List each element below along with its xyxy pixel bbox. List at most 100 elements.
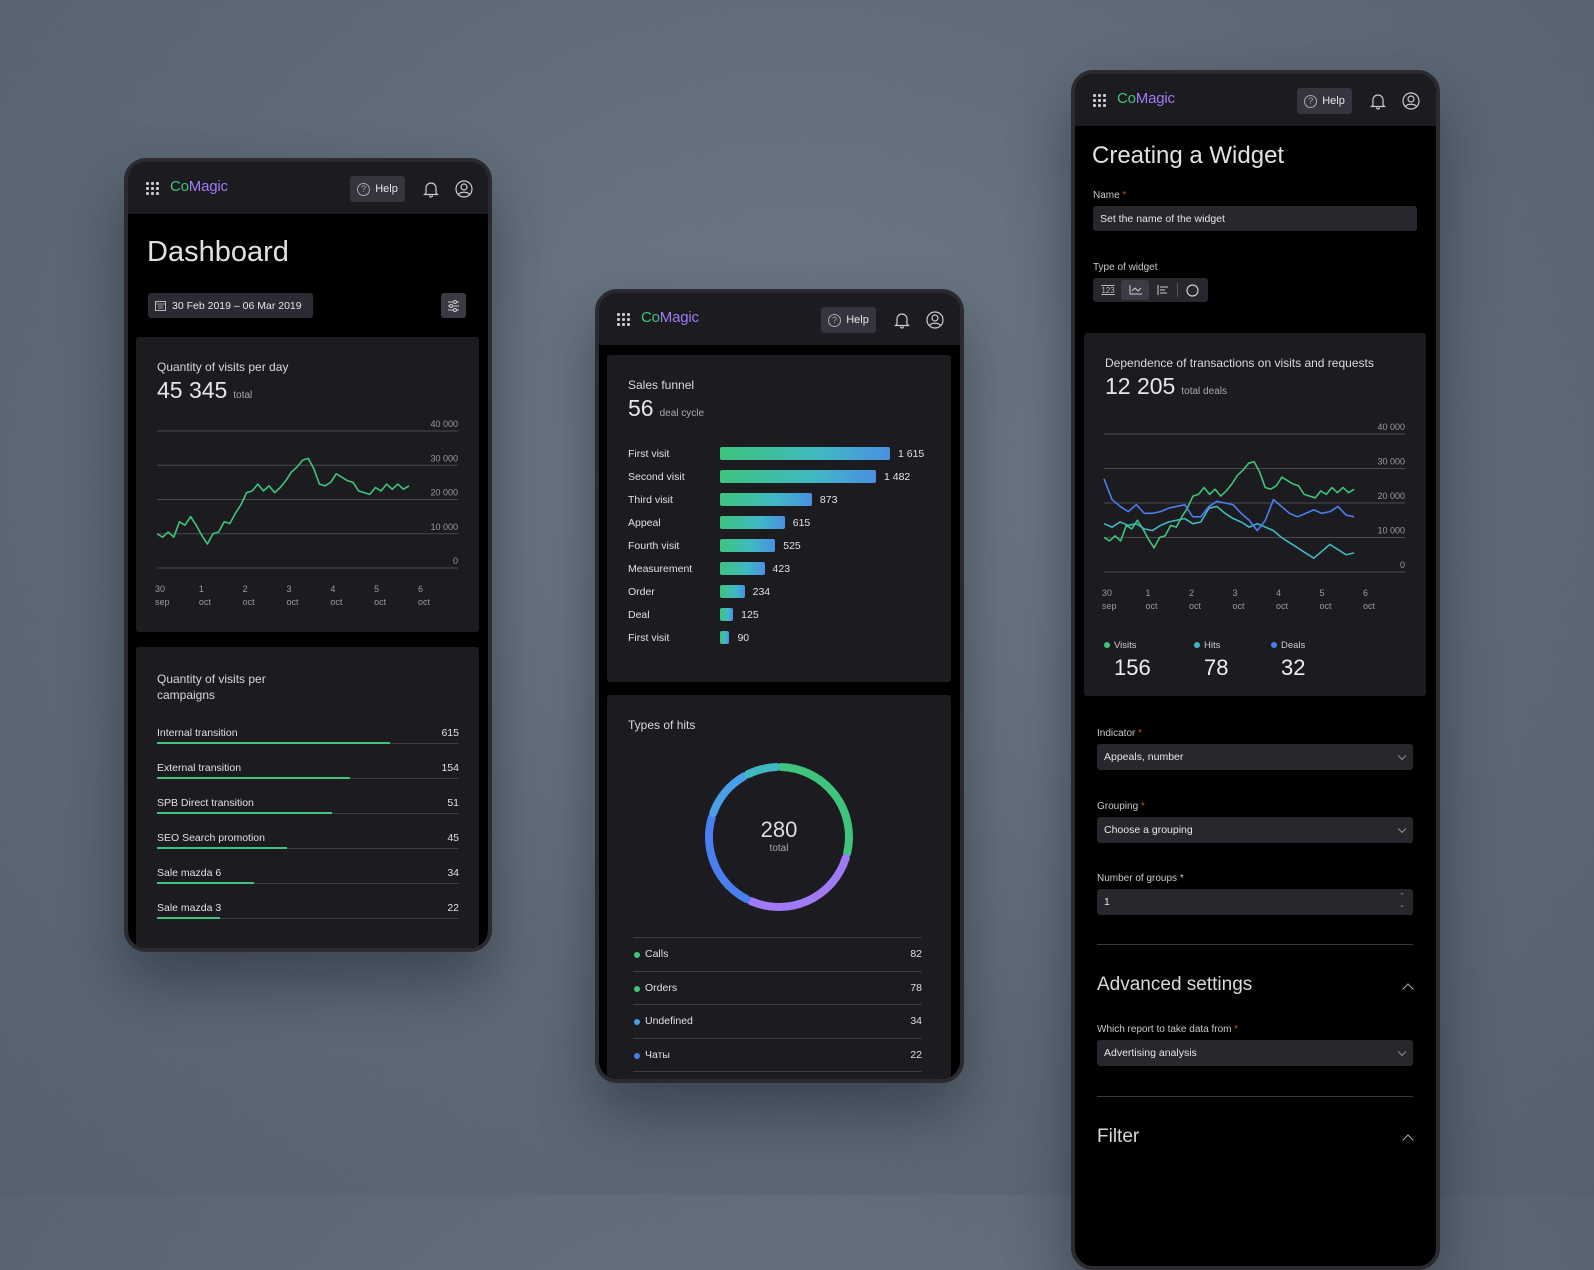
funnel-label: First visit <box>628 448 670 460</box>
hits-legend-row[interactable]: Calls 82 <box>633 948 922 964</box>
campaign-row[interactable]: SPB Direct transition 51 <box>157 797 459 817</box>
funnel-bar[interactable] <box>720 447 890 460</box>
user-icon[interactable] <box>1402 92 1420 110</box>
divider <box>633 1037 922 1039</box>
x-tick-day: 6 <box>1363 588 1368 598</box>
funnel-bar[interactable] <box>720 516 785 529</box>
type-line-chart-option[interactable] <box>1121 280 1149 300</box>
comagic-logo[interactable]: CoMagic <box>1117 90 1175 107</box>
divider <box>633 970 922 972</box>
groups-count-stepper[interactable]: 1 ⌃ ⌄ <box>1097 889 1413 915</box>
help-button[interactable]: ? Help <box>821 307 876 333</box>
help-button[interactable]: ? Help <box>1297 88 1352 114</box>
legend-item-visits[interactable]: Visits 156 <box>1104 635 1184 681</box>
funnel-bar[interactable] <box>720 562 765 575</box>
donut-segment[interactable] <box>746 853 850 911</box>
app-header: CoMagic ? Help <box>1075 74 1436 126</box>
legend-label: Orders <box>645 981 678 994</box>
hits-donut-chart <box>705 763 853 911</box>
help-button[interactable]: ? Help <box>350 176 405 202</box>
x-tick-month: sep <box>1102 601 1117 611</box>
funnel-bar[interactable] <box>720 493 812 506</box>
funnel-value: 525 <box>783 540 801 552</box>
transactions-line-chart: 40 000 30 000 20 000 10 000 0 30 sep 1 oct 2 oct 3 o… <box>1102 422 1405 611</box>
chevron-down-icon <box>1397 1047 1407 1057</box>
widget-phone: CoMagic ? Help Creating a Widget Name * S… <box>1071 70 1440 1270</box>
bell-icon[interactable] <box>1370 92 1386 110</box>
filter-heading[interactable]: Filter <box>1097 1126 1140 1147</box>
hits-legend-row[interactable]: Undefined 34 <box>633 1015 922 1031</box>
funnel-value: 125 <box>741 609 759 621</box>
legend-label: Undefined <box>645 1015 693 1027</box>
x-tick-day: 5 <box>1320 588 1325 598</box>
x-tick-month: oct <box>1320 601 1333 611</box>
hits-legend-row[interactable]: Чаты 22 <box>633 1049 922 1065</box>
indicator-select[interactable]: Appeals, number <box>1097 744 1413 770</box>
app-header: CoMagic ? Help <box>128 162 488 214</box>
date-range-picker[interactable]: 30 Feb 2019 – 06 Mar 2019 <box>148 293 313 318</box>
funnel-bar[interactable] <box>720 608 734 621</box>
funnel-label: Order <box>628 586 655 598</box>
y-tick-label: 30 000 <box>1377 457 1405 467</box>
series-line-visits <box>1103 460 1355 549</box>
divider <box>633 1004 922 1005</box>
funnel-row: First visit 1 615 <box>628 447 938 461</box>
funnel-row: Fourth visit 525 <box>628 539 938 553</box>
apps-grid-icon[interactable] <box>1093 94 1106 107</box>
filter-settings-button[interactable] <box>441 293 466 318</box>
grouping-select[interactable]: Choose a grouping <box>1097 817 1413 843</box>
campaign-row[interactable]: SEO Search promotion 45 <box>157 832 459 852</box>
advanced-settings-heading[interactable]: Advanced settings <box>1097 974 1253 995</box>
y-tick-label: 0 <box>1400 560 1405 570</box>
comagic-logo[interactable]: CoMagic <box>641 309 699 326</box>
x-tick-month: oct <box>199 597 212 607</box>
campaign-row[interactable]: External transition 154 <box>157 762 459 782</box>
visits-line-chart: 40 000 30 000 20 000 10 000 0 30 sep 1 oct 2 oct 3 o… <box>155 419 458 607</box>
page-title: Dashboard <box>147 236 289 268</box>
campaign-row[interactable]: Sale mazda 3 22 <box>157 902 459 922</box>
x-tick-day: 6 <box>418 584 423 594</box>
widget-type-selector[interactable]: 123 <box>1093 278 1208 302</box>
series-line-deals <box>1103 478 1355 532</box>
funnel-bar[interactable] <box>720 539 776 552</box>
comagic-logo[interactable]: CoMagic <box>170 178 228 195</box>
donut-segment[interactable] <box>705 813 751 903</box>
funnel-value: 234 <box>752 586 771 598</box>
campaign-label: SEO Search promotion <box>157 832 265 844</box>
campaign-value: 22 <box>447 902 459 914</box>
type-donut-option[interactable] <box>1178 280 1206 300</box>
question-icon: ? <box>357 182 371 196</box>
campaign-row[interactable]: Internal transition 615 <box>157 727 459 747</box>
chevron-up-icon[interactable] <box>1402 1134 1414 1146</box>
chevron-up-icon[interactable] <box>1402 983 1414 995</box>
funnel-label: Appeal <box>628 517 661 529</box>
y-tick-label: 40 000 <box>430 419 458 429</box>
donut-segment[interactable] <box>777 763 853 858</box>
user-icon[interactable] <box>455 180 473 198</box>
campaign-track <box>157 848 459 849</box>
bell-icon[interactable] <box>423 180 439 198</box>
donut-segment[interactable] <box>744 763 781 779</box>
report-select[interactable]: Advertising analysis <box>1097 1040 1413 1066</box>
legend-value: 156 <box>1114 655 1151 680</box>
campaign-row[interactable]: Sale mazda 6 34 <box>157 867 459 887</box>
line-chart-icon <box>1129 285 1142 295</box>
stepper-arrows-icon[interactable]: ⌃ ⌄ <box>1399 893 1405 909</box>
funnel-bar[interactable] <box>720 585 745 598</box>
bell-icon[interactable] <box>894 311 910 329</box>
widget-name-input[interactable]: Set the name of the widget <box>1093 206 1417 231</box>
legend-item-hits[interactable]: Hits 78 <box>1194 635 1274 681</box>
legend-item-deals[interactable]: Deals 32 <box>1271 635 1351 681</box>
funnel-bar[interactable] <box>720 631 730 644</box>
type-bar-list-option[interactable] <box>1149 280 1177 300</box>
divider <box>633 937 922 938</box>
funnel-bar[interactable] <box>720 470 876 483</box>
apps-grid-icon[interactable] <box>617 313 630 326</box>
user-icon[interactable] <box>926 311 944 329</box>
x-tick-day: 2 <box>1189 588 1194 598</box>
apps-grid-icon[interactable] <box>146 182 159 195</box>
hits-legend-row[interactable]: Orders 78 <box>633 982 922 998</box>
donut-segment[interactable] <box>709 772 748 818</box>
campaign-value: 51 <box>447 797 459 809</box>
type-number-option[interactable]: 123 <box>1101 285 1115 295</box>
